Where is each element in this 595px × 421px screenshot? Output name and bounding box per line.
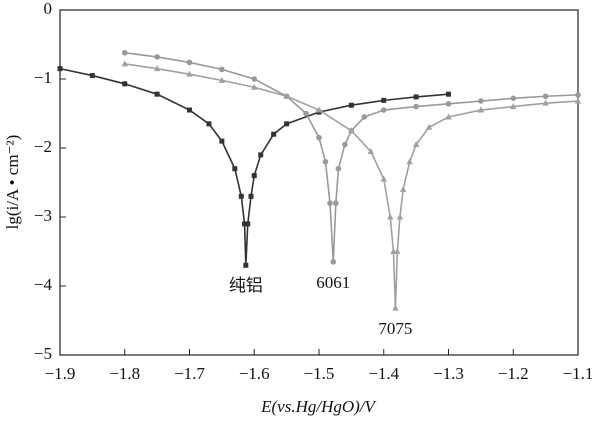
data-point xyxy=(510,95,517,102)
data-point xyxy=(315,106,323,113)
data-point xyxy=(57,66,63,72)
data-point xyxy=(245,221,251,227)
data-point xyxy=(121,49,128,56)
data-point xyxy=(122,81,128,87)
data-point xyxy=(477,106,485,113)
x-tick-label: −1.1 xyxy=(563,364,594,383)
data-point xyxy=(232,166,238,172)
x-tick-label: −1.5 xyxy=(304,364,335,383)
data-point xyxy=(425,123,433,130)
data-point xyxy=(154,91,160,97)
data-point xyxy=(399,185,407,192)
y-tick-label: 0 xyxy=(44,0,53,18)
data-point xyxy=(89,73,95,79)
y-tick-label: −4 xyxy=(34,275,53,294)
plot-frame xyxy=(59,9,579,356)
data-point xyxy=(394,248,401,254)
data-point xyxy=(327,200,333,206)
data-point xyxy=(153,65,161,72)
data-point xyxy=(396,213,404,220)
data-point xyxy=(219,138,225,144)
data-point xyxy=(478,98,484,104)
x-tick-label: −1.6 xyxy=(239,364,270,383)
data-point xyxy=(242,221,248,227)
data-point xyxy=(303,110,309,117)
data-point xyxy=(406,158,413,165)
data-point xyxy=(445,101,452,107)
data-point xyxy=(186,59,193,66)
data-point xyxy=(367,147,374,154)
y-tick-label: −2 xyxy=(34,137,52,156)
data-point xyxy=(392,304,399,311)
data-point xyxy=(445,113,452,120)
series-label: 6061 xyxy=(316,273,350,292)
data-point xyxy=(335,165,342,172)
data-point xyxy=(446,91,451,97)
data-point xyxy=(316,134,322,141)
x-axis-label: E(vs.Hg/HgO)/V xyxy=(260,397,377,416)
series-line xyxy=(124,63,579,309)
series-label: 纯铝 xyxy=(229,276,263,295)
y-tick-label: −1 xyxy=(34,68,52,87)
data-point xyxy=(322,159,329,165)
y-axis-label: lg(i/A • cm⁻²) xyxy=(3,135,22,230)
data-point xyxy=(330,259,337,265)
data-point xyxy=(121,60,128,67)
data-point xyxy=(251,173,257,179)
y-tick-label: −5 xyxy=(34,344,52,363)
data-point xyxy=(243,262,249,268)
data-point xyxy=(510,103,517,110)
data-point xyxy=(206,121,212,127)
data-point xyxy=(342,141,348,148)
data-point xyxy=(284,121,290,127)
data-point xyxy=(412,141,420,148)
data-point xyxy=(380,175,387,182)
data-point xyxy=(542,93,549,100)
data-point xyxy=(381,97,387,103)
data-point xyxy=(413,103,419,110)
data-point xyxy=(248,193,254,199)
data-point xyxy=(283,92,290,99)
data-point xyxy=(218,76,226,83)
data-point xyxy=(187,107,192,113)
data-point xyxy=(413,94,419,100)
data-point xyxy=(238,193,244,199)
data-point xyxy=(186,70,193,77)
data-point xyxy=(542,99,549,106)
x-tick-label: −1.4 xyxy=(368,364,399,383)
data-point xyxy=(333,200,339,206)
series-line xyxy=(59,67,449,266)
data-point xyxy=(574,97,582,104)
x-tick-label: −1.7 xyxy=(174,364,205,383)
data-point xyxy=(387,213,394,220)
data-point xyxy=(361,114,368,120)
x-tick-label: −1.3 xyxy=(433,364,464,383)
data-point xyxy=(258,152,264,158)
x-tick-label: −1.9 xyxy=(45,364,76,383)
x-tick-label: −1.2 xyxy=(498,364,529,383)
data-point xyxy=(380,107,387,113)
data-point xyxy=(348,127,355,134)
y-tick-label: −3 xyxy=(34,206,52,225)
data-point xyxy=(271,131,277,137)
series-line xyxy=(124,51,579,262)
x-tick-label: −1.8 xyxy=(109,364,140,383)
data-point xyxy=(575,92,581,98)
data-point xyxy=(154,54,160,60)
data-point xyxy=(219,66,225,73)
data-point xyxy=(251,83,258,90)
series-label: 7075 xyxy=(378,319,412,338)
data-point xyxy=(348,102,354,108)
data-point xyxy=(251,76,258,82)
